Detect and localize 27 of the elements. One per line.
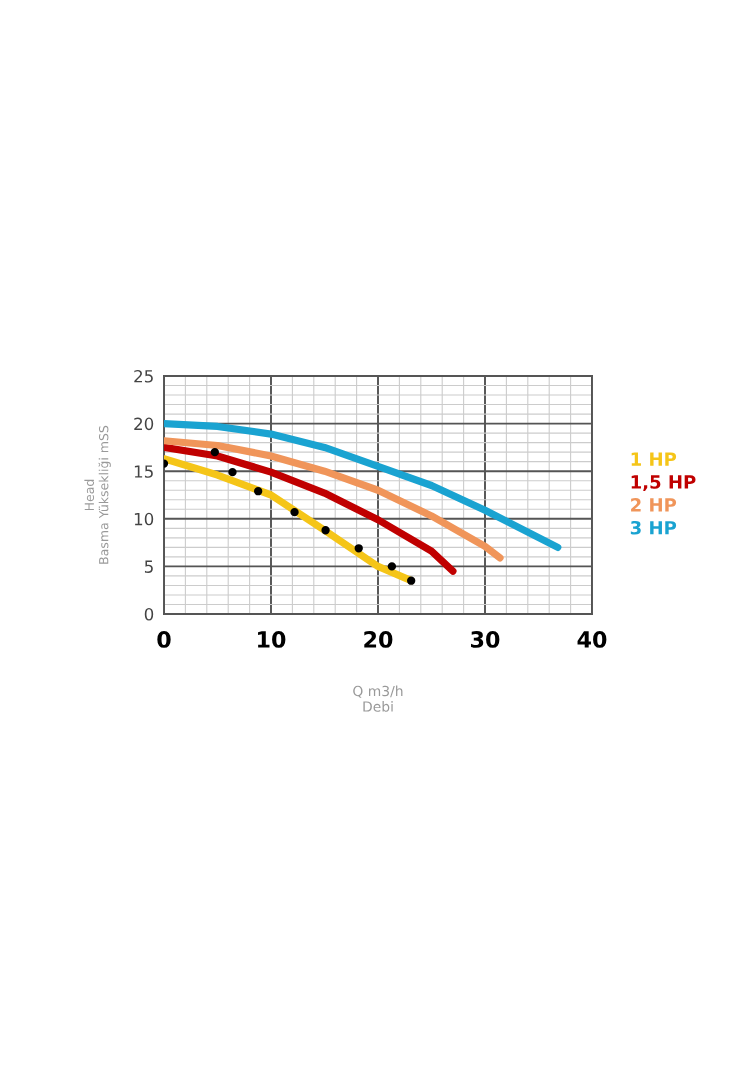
point [210,447,219,457]
point [290,507,299,517]
line-series [164,455,415,585]
text: 1 HP [631,452,677,466]
point [228,467,237,477]
line-series [164,443,457,575]
x-tick-label: 40 [577,631,607,648]
x-tick-label: 30 [471,631,500,648]
line-series [164,437,504,562]
y-tick-label: 5 [144,560,153,573]
point [387,562,397,571]
point [253,487,263,496]
point [354,544,363,553]
x-tick-label: 10 [258,631,286,648]
y-tick-label: 10 [134,512,154,526]
point [407,576,416,585]
x-tick-label: 20 [364,631,393,648]
line-series [164,419,562,551]
y-tick-label: 20 [134,417,154,431]
point [321,526,330,535]
y-tick-label: 15 [134,465,153,478]
text: 1,5 HP [631,475,696,492]
y-tick-label: 0 [144,607,154,621]
y-tick-label: 25 [134,369,153,383]
text: 3 HP [630,520,677,535]
text: 2 HP [631,498,677,512]
x-tick-label: 0 [157,631,171,648]
